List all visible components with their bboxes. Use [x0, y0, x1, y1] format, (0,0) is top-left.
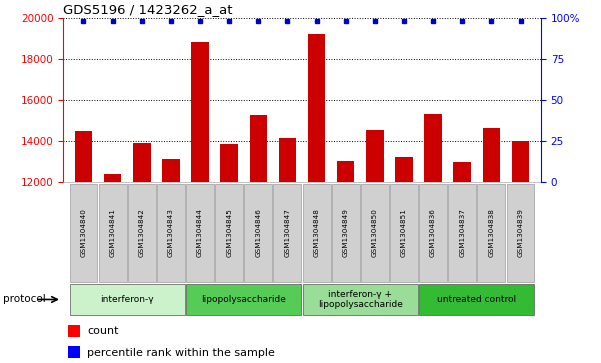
- Bar: [507, 184, 534, 282]
- Bar: [273, 184, 302, 282]
- Text: GSM1304843: GSM1304843: [168, 208, 174, 257]
- Bar: [302, 184, 331, 282]
- Text: GSM1304846: GSM1304846: [255, 208, 261, 257]
- Text: GSM1304837: GSM1304837: [459, 208, 465, 257]
- Bar: [186, 184, 214, 282]
- Bar: [454, 162, 471, 182]
- Bar: [302, 284, 418, 315]
- Bar: [390, 184, 418, 282]
- Bar: [186, 284, 302, 315]
- Text: GSM1304839: GSM1304839: [517, 208, 523, 257]
- Bar: [245, 184, 272, 282]
- Text: untreated control: untreated control: [438, 295, 516, 304]
- Text: GSM1304850: GSM1304850: [372, 208, 378, 257]
- Text: GDS5196 / 1423262_a_at: GDS5196 / 1423262_a_at: [63, 3, 233, 16]
- Text: GSM1304844: GSM1304844: [197, 208, 203, 257]
- Bar: [337, 161, 355, 182]
- Text: GSM1304848: GSM1304848: [314, 208, 320, 257]
- Text: lipopolysaccharide: lipopolysaccharide: [201, 295, 286, 304]
- Bar: [419, 284, 534, 315]
- Bar: [70, 284, 185, 315]
- Text: percentile rank within the sample: percentile rank within the sample: [87, 348, 275, 358]
- Text: GSM1304836: GSM1304836: [430, 208, 436, 257]
- Bar: [221, 144, 238, 182]
- Text: GSM1304851: GSM1304851: [401, 208, 407, 257]
- Bar: [70, 184, 97, 282]
- Bar: [361, 184, 389, 282]
- Text: GSM1304841: GSM1304841: [109, 208, 115, 257]
- Text: GSM1304840: GSM1304840: [81, 208, 87, 257]
- Bar: [68, 346, 80, 358]
- Bar: [162, 159, 180, 182]
- Bar: [395, 157, 413, 182]
- Bar: [75, 131, 92, 182]
- Bar: [104, 174, 121, 182]
- Text: GSM1304849: GSM1304849: [343, 208, 349, 257]
- Bar: [366, 130, 383, 182]
- Bar: [99, 184, 127, 282]
- Text: GSM1304847: GSM1304847: [284, 208, 290, 257]
- Bar: [424, 114, 442, 182]
- Text: protocol: protocol: [3, 294, 46, 305]
- Bar: [128, 184, 156, 282]
- Text: interferon-γ: interferon-γ: [100, 295, 154, 304]
- Bar: [191, 42, 209, 182]
- Bar: [68, 325, 80, 337]
- Bar: [308, 34, 325, 182]
- Bar: [477, 184, 505, 282]
- Text: GSM1304845: GSM1304845: [226, 208, 232, 257]
- Bar: [215, 184, 243, 282]
- Bar: [249, 115, 267, 182]
- Bar: [157, 184, 185, 282]
- Bar: [483, 129, 500, 182]
- Bar: [279, 138, 296, 182]
- Bar: [419, 184, 447, 282]
- Text: GSM1304842: GSM1304842: [139, 208, 145, 257]
- Bar: [512, 141, 529, 182]
- Text: interferon-γ +
lipopolysaccharide: interferon-γ + lipopolysaccharide: [318, 290, 403, 309]
- Bar: [448, 184, 476, 282]
- Text: count: count: [87, 326, 118, 336]
- Text: GSM1304838: GSM1304838: [489, 208, 495, 257]
- Bar: [332, 184, 359, 282]
- Bar: [133, 143, 150, 182]
